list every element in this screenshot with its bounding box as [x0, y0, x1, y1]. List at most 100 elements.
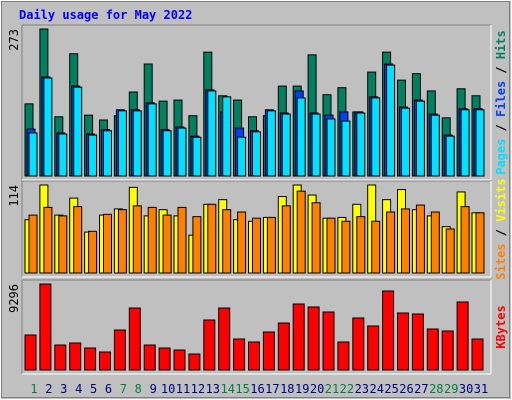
- bar: [382, 290, 395, 371]
- legend-entry: Hits: [494, 30, 508, 59]
- x-tick-label: 14: [220, 382, 234, 396]
- chart-title: Daily usage for May 2022: [19, 8, 192, 22]
- legend-entry: Pages: [494, 139, 508, 175]
- bar: [39, 283, 52, 371]
- x-tick-label: 24: [369, 382, 383, 396]
- bar: [401, 107, 410, 177]
- bar: [441, 330, 454, 371]
- x-tick-label: 13: [206, 382, 220, 396]
- bar: [386, 64, 396, 177]
- bar: [401, 208, 410, 274]
- bar: [177, 206, 187, 274]
- bar: [341, 220, 351, 274]
- bar: [173, 349, 186, 371]
- bar: [73, 86, 83, 177]
- bar: [177, 127, 187, 177]
- bar: [132, 110, 142, 177]
- bar: [311, 202, 321, 274]
- bar: [43, 206, 53, 274]
- legend-separator: /: [494, 59, 508, 81]
- x-tick-label: 10: [161, 382, 175, 396]
- bar: [415, 204, 425, 274]
- bar: [252, 131, 261, 177]
- x-tick-label: 27: [414, 382, 428, 396]
- bar: [296, 190, 306, 274]
- bar: [58, 215, 68, 274]
- bar: [371, 220, 381, 274]
- bar: [456, 301, 469, 371]
- legend: Pages / Files / Hits: [494, 30, 508, 175]
- x-tick-label: 7: [120, 382, 127, 396]
- x-tick-label: 28: [429, 382, 443, 396]
- bar: [54, 344, 67, 371]
- x-tick-label: 25: [384, 382, 398, 396]
- bar: [162, 130, 172, 177]
- bar: [117, 110, 127, 177]
- legend: KBytes: [494, 305, 508, 348]
- bar: [143, 344, 156, 371]
- x-tick-label: 11: [176, 382, 190, 396]
- x-tick-label: 16: [250, 382, 264, 396]
- x-tick-label: 8: [135, 382, 142, 396]
- bar: [475, 212, 485, 274]
- bar: [386, 211, 396, 274]
- bar: [28, 214, 38, 274]
- x-tick-label: 5: [90, 382, 97, 396]
- bar: [222, 209, 232, 274]
- legend-entry: Sites: [494, 243, 508, 279]
- bar: [460, 109, 470, 177]
- x-tick-label: 4: [75, 382, 82, 396]
- legend-entry: KBytes: [494, 305, 508, 348]
- x-tick-label: 19: [295, 382, 309, 396]
- legend-entry: Visits: [494, 178, 508, 221]
- bar: [58, 133, 68, 177]
- bar: [445, 228, 455, 274]
- bar: [252, 217, 261, 274]
- bar: [192, 216, 202, 274]
- bar: [24, 334, 37, 371]
- bar: [262, 331, 275, 371]
- bar: [88, 230, 98, 274]
- bar: [460, 206, 470, 274]
- bar: [103, 130, 112, 177]
- x-tick-label: 22: [340, 382, 354, 396]
- x-tick-label: 18: [280, 382, 294, 396]
- y-tick-label: 114: [7, 185, 21, 207]
- x-tick-label: 23: [355, 382, 369, 396]
- bar: [28, 132, 38, 177]
- bar: [352, 317, 365, 371]
- bar: [84, 347, 97, 371]
- bar: [222, 96, 232, 177]
- bar: [430, 211, 440, 274]
- bar: [281, 205, 291, 274]
- bar: [69, 342, 82, 371]
- bar: [147, 103, 157, 177]
- bar: [158, 347, 171, 371]
- bar: [411, 313, 424, 371]
- bar: [371, 97, 381, 177]
- bar: [415, 100, 425, 177]
- bar: [207, 203, 217, 274]
- bar: [341, 120, 351, 177]
- bar: [248, 341, 260, 371]
- x-tick-label: 30: [459, 382, 473, 396]
- x-tick-label: 12: [191, 382, 205, 396]
- bar: [233, 338, 246, 371]
- bar: [99, 351, 111, 371]
- bar: [326, 118, 336, 177]
- bar: [430, 114, 440, 177]
- bar: [207, 90, 217, 177]
- x-tick-label: 21: [325, 382, 339, 396]
- bar: [162, 214, 172, 274]
- x-tick-label: 1: [30, 382, 37, 396]
- bar: [266, 110, 276, 177]
- bar: [266, 216, 276, 274]
- bar: [292, 303, 305, 371]
- bar: [192, 136, 202, 177]
- bar: [326, 217, 336, 274]
- bar: [147, 206, 157, 274]
- bar: [103, 213, 112, 274]
- x-tick-label: 29: [444, 382, 458, 396]
- bar: [426, 328, 439, 371]
